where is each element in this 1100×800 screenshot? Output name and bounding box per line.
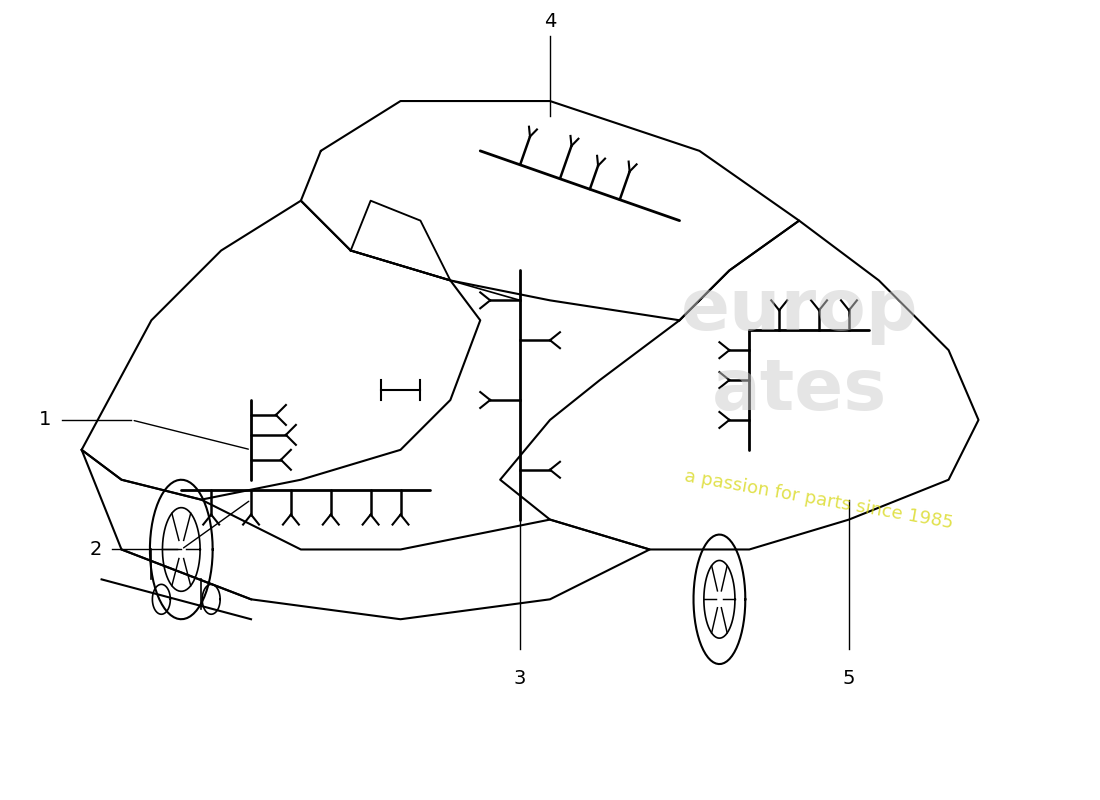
Text: a passion for parts since 1985: a passion for parts since 1985	[683, 467, 955, 532]
Text: 2: 2	[89, 540, 101, 559]
Text: 3: 3	[514, 669, 526, 688]
Text: 4: 4	[543, 12, 557, 31]
Text: 5: 5	[843, 669, 855, 688]
Text: europ
ates: europ ates	[681, 276, 917, 425]
Text: 1: 1	[40, 410, 52, 430]
